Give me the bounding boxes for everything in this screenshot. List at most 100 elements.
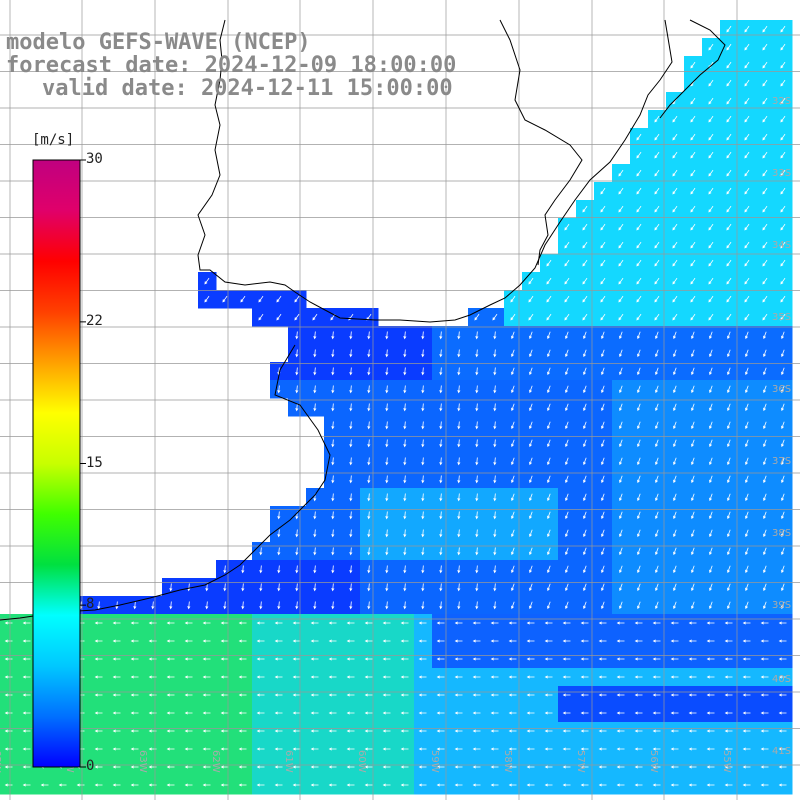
wind-arrow bbox=[673, 475, 677, 484]
wind-arrow bbox=[166, 621, 175, 625]
wind-arrow bbox=[670, 783, 679, 787]
wind-arrow bbox=[742, 747, 751, 751]
wind-arrow bbox=[636, 133, 642, 141]
wind-arrow bbox=[709, 331, 713, 340]
wind-arrow bbox=[742, 639, 751, 643]
wind-arrow bbox=[475, 547, 479, 556]
wind-arrow bbox=[385, 331, 389, 340]
wind-arrow bbox=[328, 783, 337, 787]
wind-arrow bbox=[202, 657, 211, 661]
wind-arrow bbox=[619, 385, 623, 394]
wind-arrow bbox=[745, 385, 749, 394]
wind-arrow bbox=[202, 639, 211, 643]
wind-arrow bbox=[259, 565, 263, 574]
wind-arrow bbox=[4, 693, 13, 697]
wind-arrow bbox=[259, 583, 263, 592]
coastline bbox=[197, 19, 673, 323]
wind-arrow bbox=[508, 639, 517, 643]
wind-arrow bbox=[439, 529, 443, 538]
title-model: modelo GEFS-WAVE (NCEP) bbox=[6, 30, 311, 55]
wind-arrow bbox=[349, 547, 353, 556]
wind-arrow bbox=[706, 711, 715, 715]
wind-arrow bbox=[205, 601, 209, 610]
wind-arrow bbox=[493, 601, 497, 610]
wind-arrow bbox=[690, 205, 696, 213]
wind-arrow bbox=[763, 493, 767, 502]
wind-arrow bbox=[619, 583, 623, 592]
wind-arrow bbox=[472, 675, 481, 679]
wind-arrow bbox=[601, 493, 605, 502]
wind-arrow bbox=[636, 241, 642, 249]
wind-arrow bbox=[313, 601, 317, 610]
wind-arrow bbox=[511, 385, 515, 394]
wind-arrow bbox=[580, 711, 589, 715]
wind-arrow bbox=[202, 765, 211, 769]
wind-arrow bbox=[436, 621, 445, 625]
wind-arrow bbox=[4, 711, 13, 715]
wind-arrow bbox=[493, 547, 497, 556]
wind-arrow bbox=[690, 295, 696, 303]
wind-arrow bbox=[526, 765, 535, 769]
wind-arrow bbox=[490, 621, 499, 625]
wind-arrow bbox=[618, 277, 624, 285]
wind-arrow bbox=[600, 295, 606, 303]
wind-arrow bbox=[457, 511, 461, 520]
wind-arrow bbox=[763, 511, 767, 520]
wind-arrow bbox=[762, 205, 768, 213]
wind-arrow bbox=[562, 783, 571, 787]
wind-arrow bbox=[726, 223, 732, 231]
wind-arrow bbox=[708, 79, 714, 87]
wind-arrow bbox=[220, 747, 229, 751]
wind-arrow bbox=[583, 367, 587, 376]
wind-arrow bbox=[313, 367, 317, 376]
wind-arrow bbox=[22, 639, 31, 643]
wind-arrow bbox=[619, 475, 623, 484]
wind-arrow bbox=[762, 43, 768, 51]
wind-arrow bbox=[547, 331, 551, 340]
colorbar-tick-label: 0 bbox=[86, 758, 95, 774]
wind-arrow bbox=[364, 783, 373, 787]
wind-arrow bbox=[220, 729, 229, 733]
wind-arrow bbox=[778, 657, 787, 661]
wind-arrow bbox=[94, 783, 103, 787]
wind-arrow bbox=[526, 693, 535, 697]
wind-arrow bbox=[277, 583, 281, 592]
wind-arrow bbox=[331, 331, 335, 340]
wind-arrow bbox=[763, 457, 767, 466]
wind-arrow bbox=[670, 639, 679, 643]
wind-arrow bbox=[709, 403, 713, 412]
wind-arrow bbox=[292, 675, 301, 679]
wind-arrow bbox=[292, 729, 301, 733]
wind-arrow bbox=[544, 711, 553, 715]
wind-arrow bbox=[688, 783, 697, 787]
wind-arrow bbox=[331, 475, 335, 484]
wind-arrow bbox=[636, 295, 642, 303]
wind-arrow bbox=[760, 657, 769, 661]
wind-arrow bbox=[744, 295, 750, 303]
wind-arrow bbox=[328, 639, 337, 643]
wind-arrow bbox=[744, 259, 750, 267]
wind-arrow bbox=[688, 621, 697, 625]
wind-arrow bbox=[367, 367, 371, 376]
wind-arrow bbox=[295, 385, 299, 394]
wind-arrow bbox=[475, 529, 479, 538]
wind-arrow bbox=[655, 493, 659, 502]
wind-arrow bbox=[565, 511, 569, 520]
wind-arrow bbox=[673, 367, 677, 376]
wind-arrow bbox=[292, 765, 301, 769]
wind-arrow bbox=[130, 747, 139, 751]
wind-arrow bbox=[346, 639, 355, 643]
wind-arrow bbox=[744, 115, 750, 123]
wind-arrow bbox=[726, 43, 732, 51]
wind-arrow bbox=[655, 367, 659, 376]
wind-arrow bbox=[328, 711, 337, 715]
wind-arrow bbox=[619, 457, 623, 466]
wind-arrow bbox=[547, 493, 551, 502]
wind-arrow bbox=[708, 187, 714, 195]
wind-arrow bbox=[529, 331, 533, 340]
wind-arrow bbox=[724, 747, 733, 751]
wind-arrow bbox=[403, 493, 407, 502]
wind-arrow bbox=[310, 711, 319, 715]
wind-arrow bbox=[439, 511, 443, 520]
